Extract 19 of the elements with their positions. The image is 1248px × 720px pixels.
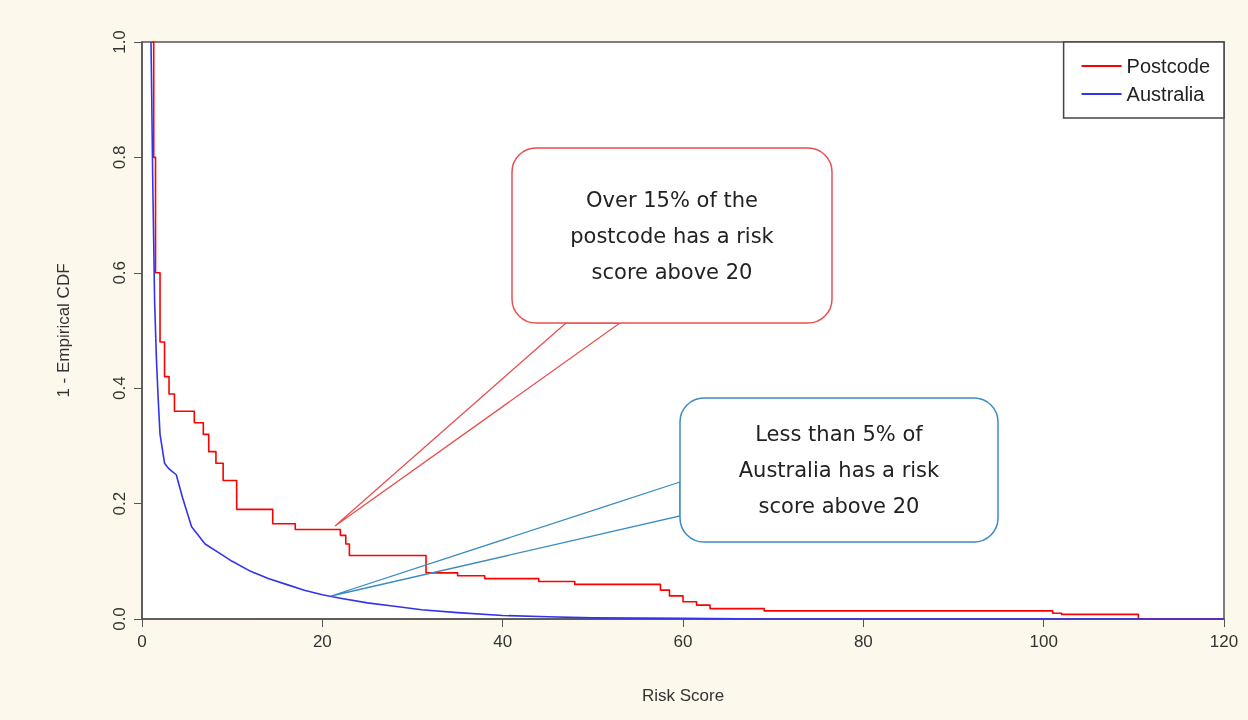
legend-label: Postcode	[1126, 55, 1210, 77]
y-tick-label: 0.8	[110, 145, 129, 170]
annotation: Less than 5% of Australia has a risk score above 20	[737, 421, 941, 520]
annotation: Over 15% of the postcode has a risk score above 20	[569, 186, 775, 286]
x-tick-label: 60	[673, 632, 693, 651]
y-tick-label: 0.0	[110, 607, 129, 631]
x-tick-label: 100	[1029, 632, 1058, 651]
y-tick-label: 1.0	[110, 30, 129, 54]
y-tick-label: 0.2	[110, 491, 129, 516]
x-tick-label: 120	[1209, 632, 1239, 651]
x-tick-label: 80	[853, 632, 873, 651]
y-tick-label: 0.6	[110, 260, 129, 285]
y-axis-title: 1 - Empirical CDF	[54, 263, 73, 398]
x-tick-label: 20	[312, 632, 332, 651]
legend-label: Australia	[1126, 83, 1206, 105]
x-tick-label: 40	[493, 632, 513, 651]
x-tick-label: 0	[137, 632, 147, 651]
x-axis-title: Risk Score	[641, 686, 725, 705]
y-tick-label: 0.4	[110, 376, 129, 401]
